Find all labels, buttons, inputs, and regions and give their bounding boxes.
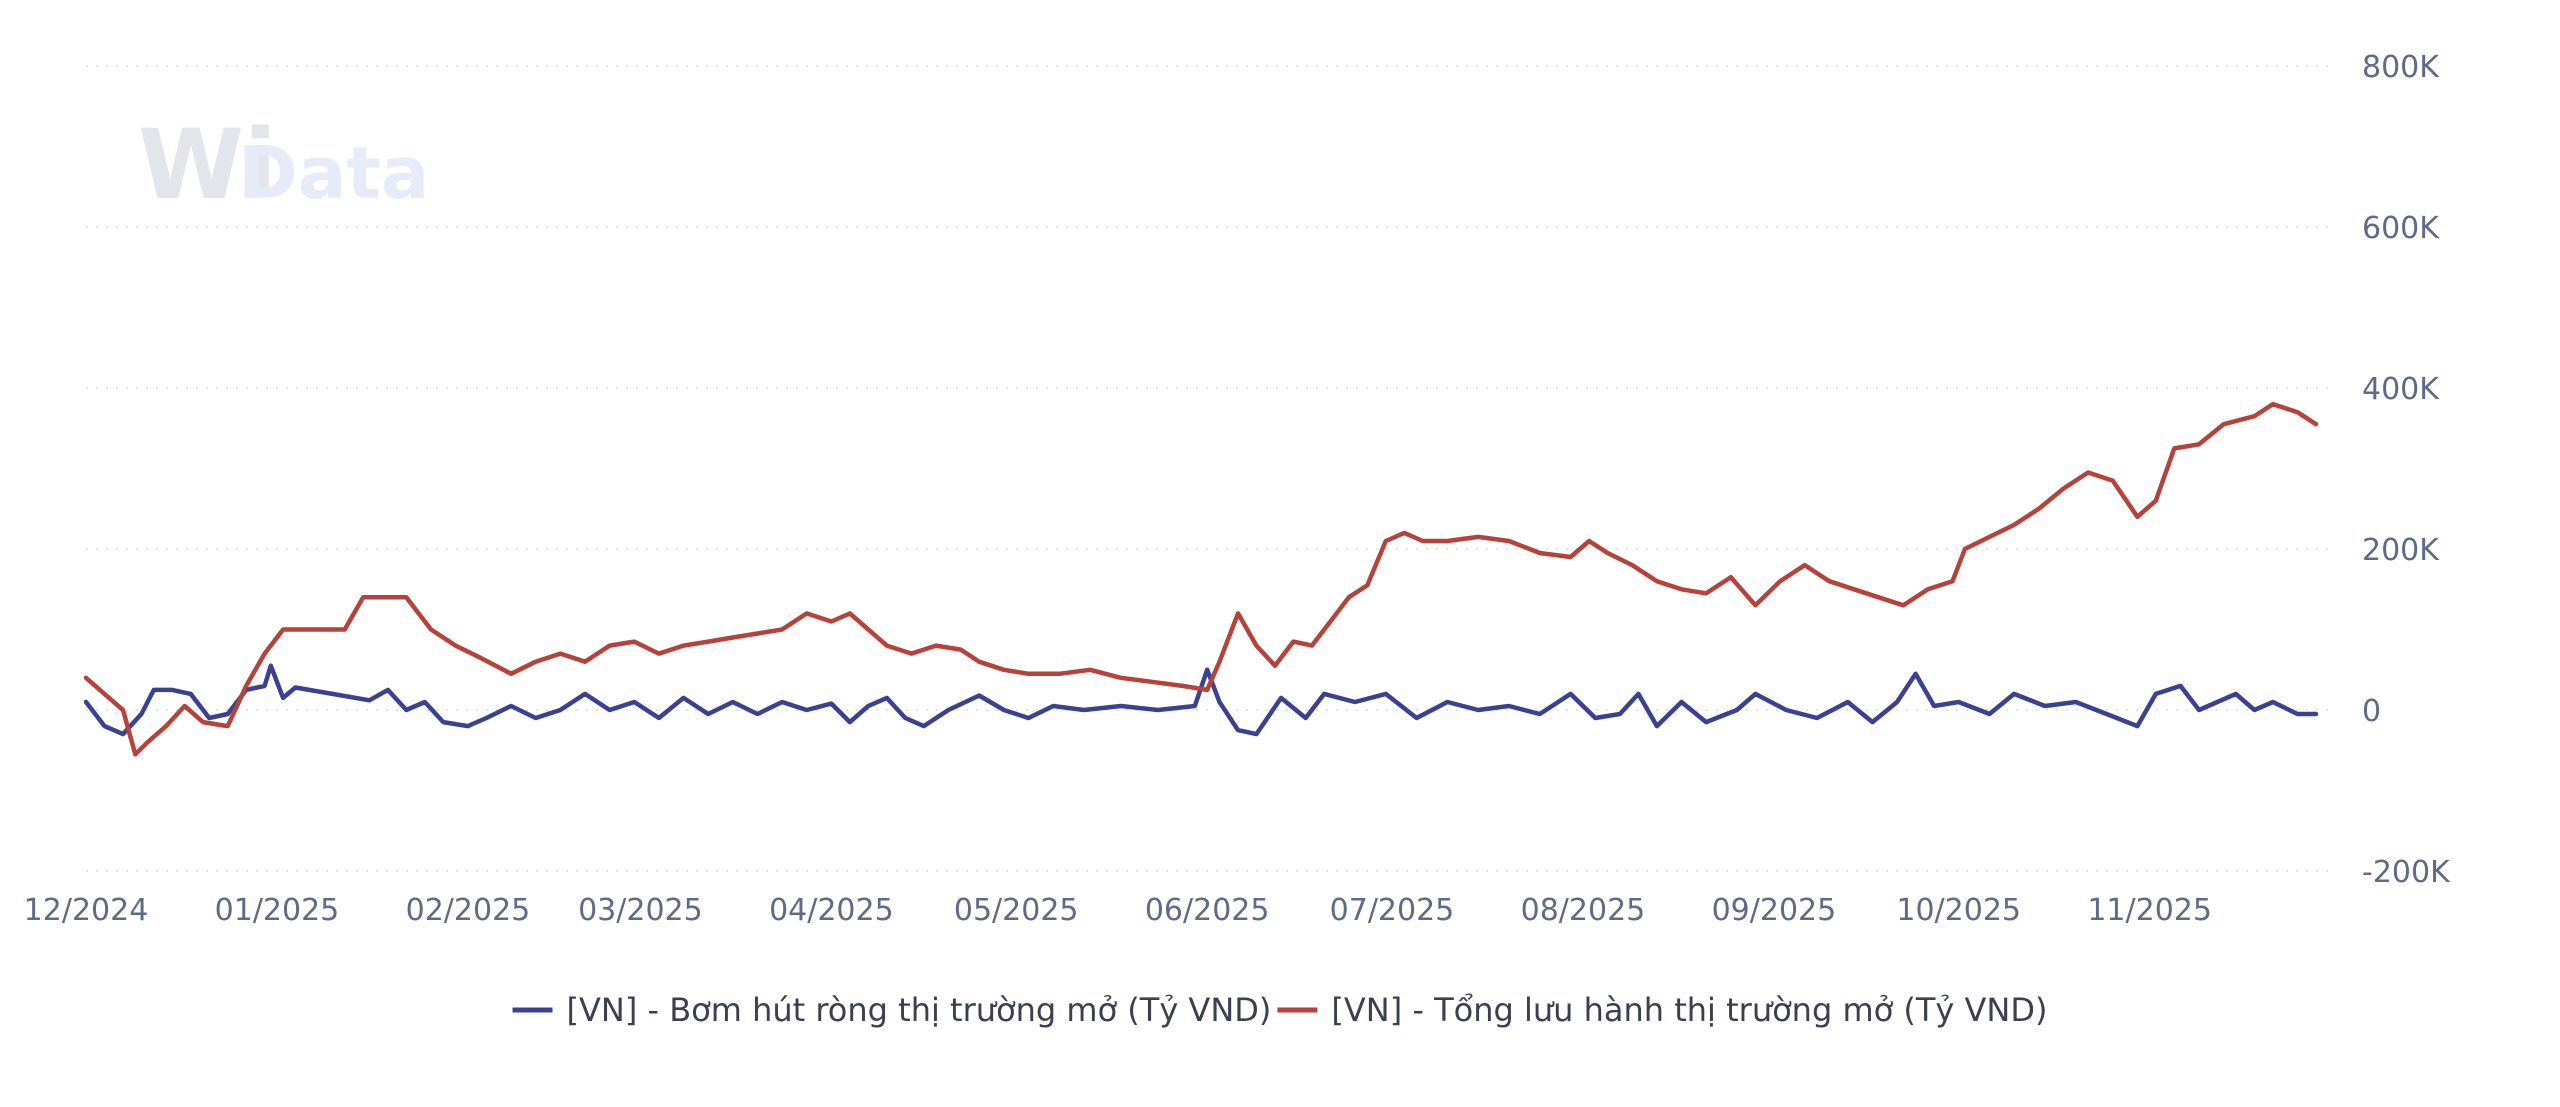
y-tick-label: 600K — [2362, 211, 2440, 246]
x-tick-label: 07/2025 — [1330, 893, 1455, 928]
x-tick-label: 06/2025 — [1145, 893, 1270, 928]
legend-label: [VN] - Tổng lưu hành thị trường mở (Tỷ V… — [1331, 991, 2047, 1029]
watermark-part2: Data — [238, 131, 429, 215]
watermark-part1: Wi — [138, 109, 277, 221]
x-axis: 12/2024 01/2025 02/2025 03/2025 04/2025 05/20… — [24, 893, 2212, 928]
y-tick-label: -200K — [2362, 855, 2451, 890]
watermark-logo: Wi Data — [138, 109, 429, 221]
x-tick-label: 10/2025 — [1896, 893, 2021, 928]
grid — [86, 65, 2328, 872]
x-tick-label: 04/2025 — [769, 893, 894, 928]
x-tick-label: 08/2025 — [1521, 893, 1646, 928]
legend-item-2[interactable]: [VN] - Tổng lưu hành thị trường mở (Tỷ V… — [1277, 991, 2047, 1029]
y-axis: 800K 600K 400K 200K 0 -200K — [2362, 50, 2451, 890]
series-line-2 — [83, 401, 2319, 757]
legend: [VN] - Bơm hút ròng thị trường mở (Tỷ VN… — [512, 991, 2047, 1029]
x-tick-label: 01/2025 — [215, 893, 340, 928]
y-tick-label: 400K — [2362, 372, 2440, 407]
y-tick-label: 0 — [2362, 694, 2381, 729]
x-tick-label: 03/2025 — [578, 893, 703, 928]
x-tick-label: 12/2024 — [24, 893, 149, 928]
series-group — [83, 401, 2319, 757]
x-tick-label: 05/2025 — [954, 893, 1079, 928]
x-tick-label: 09/2025 — [1712, 893, 1837, 928]
y-tick-label: 200K — [2362, 533, 2440, 568]
series-line-1 — [83, 663, 2319, 737]
x-tick-label: 02/2025 — [406, 893, 531, 928]
x-tick-label: 11/2025 — [2087, 893, 2212, 928]
y-tick-label: 800K — [2362, 50, 2440, 85]
legend-item-1[interactable]: [VN] - Bơm hút ròng thị trường mở (Tỷ VN… — [512, 991, 1272, 1029]
legend-label: [VN] - Bơm hút ròng thị trường mở (Tỷ VN… — [567, 991, 1272, 1029]
